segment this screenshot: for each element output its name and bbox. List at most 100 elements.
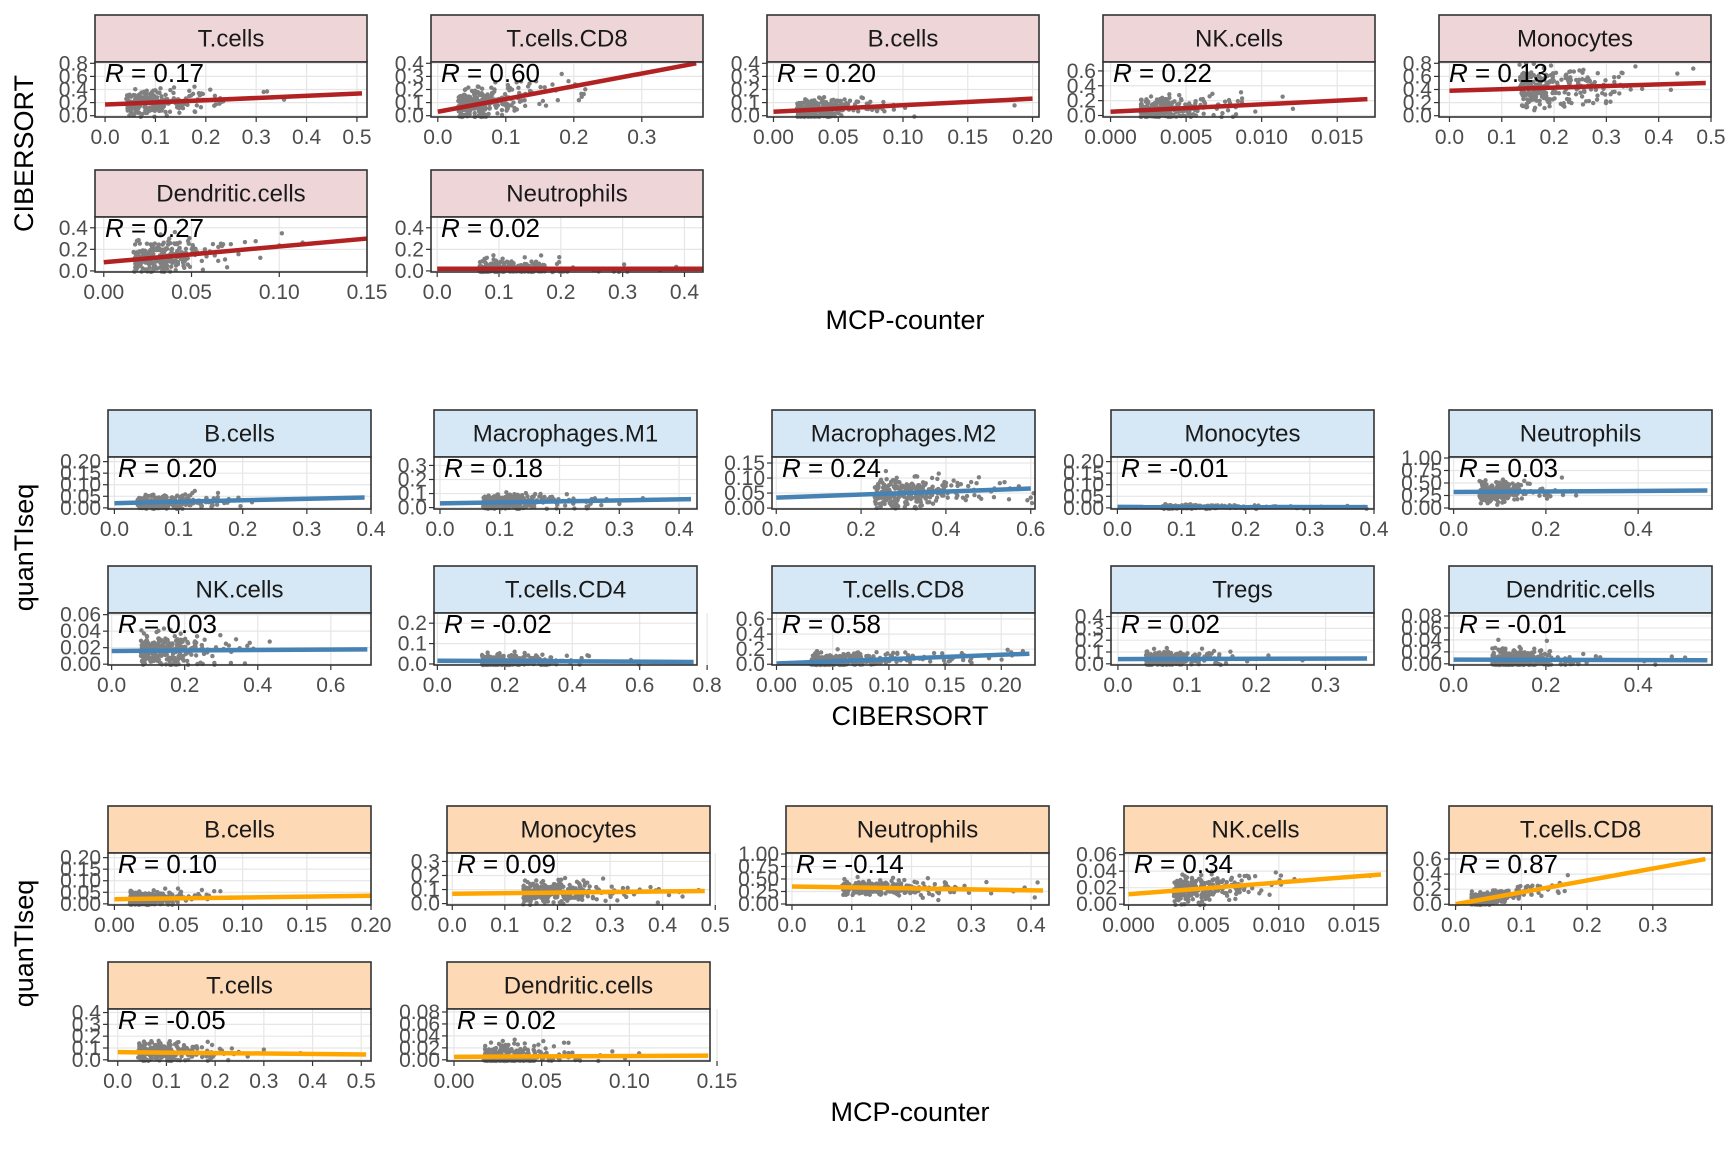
- correlation-label: R = 0.03: [118, 609, 217, 639]
- data-point: [540, 652, 545, 657]
- data-point: [855, 109, 861, 114]
- x-tick-label: 0.8: [693, 674, 722, 697]
- y-tick-label: 0.0: [1067, 105, 1096, 128]
- y-tick-label: 0.10: [60, 474, 101, 497]
- x-tick-label: 0.1: [164, 518, 193, 541]
- y-tick-label: 0.3: [398, 454, 427, 477]
- data-point: [1580, 102, 1586, 107]
- data-point: [458, 101, 464, 106]
- data-point: [859, 95, 864, 100]
- data-point: [495, 111, 500, 116]
- data-point: [177, 110, 182, 115]
- data-point: [1573, 92, 1579, 97]
- x-tick-label: 0.0: [1439, 674, 1468, 697]
- x-tick-label: 0.05: [812, 674, 853, 697]
- x-tick-label: 0.3: [292, 518, 321, 541]
- data-point: [1612, 89, 1617, 95]
- y-tick-label: 0.2: [59, 92, 88, 115]
- data-point: [1628, 87, 1633, 92]
- x-tick-label: 0.5: [1696, 126, 1725, 149]
- data-point: [919, 485, 925, 491]
- data-point: [505, 504, 511, 509]
- data-point: [1603, 78, 1608, 83]
- data-point: [1565, 78, 1571, 83]
- data-point: [1531, 72, 1536, 78]
- data-point: [502, 261, 507, 267]
- data-point: [884, 477, 889, 482]
- data-point: [190, 244, 196, 249]
- data-point: [1193, 101, 1198, 106]
- data-point: [1517, 644, 1522, 650]
- y-tick-label: 0.2: [395, 79, 424, 102]
- data-point: [149, 492, 155, 498]
- data-point: [133, 261, 139, 266]
- data-point: [885, 651, 890, 656]
- y-tick-label: 0.4: [1075, 606, 1105, 629]
- data-point: [522, 97, 527, 103]
- data-point: [1555, 80, 1560, 85]
- data-point: [480, 109, 485, 114]
- data-point: [1198, 97, 1204, 102]
- y-tick-label: 0.15: [1063, 462, 1104, 485]
- x-tick-label: 0.00: [756, 674, 797, 697]
- data-point: [199, 91, 204, 96]
- x-tick-label: 0.0: [1103, 518, 1132, 541]
- y-tick-label: 0.2: [59, 238, 88, 261]
- data-point: [172, 229, 178, 235]
- data-point: [522, 103, 528, 109]
- facet-strip-label: Monocytes: [1184, 421, 1300, 448]
- data-point: [562, 503, 568, 508]
- data-point: [963, 497, 968, 503]
- data-point: [143, 657, 148, 662]
- data-point: [505, 492, 510, 498]
- data-point: [215, 490, 221, 496]
- data-point: [559, 71, 564, 77]
- data-point: [469, 98, 475, 103]
- data-point: [1499, 495, 1504, 500]
- data-point: [1012, 103, 1017, 108]
- data-point: [472, 110, 477, 116]
- data-point: [161, 104, 167, 109]
- data-point: [160, 242, 165, 247]
- x-tick-label: 0.2: [170, 674, 199, 697]
- data-point: [1226, 97, 1232, 103]
- data-point: [542, 85, 547, 90]
- x-tick-label: 0.4: [1644, 126, 1674, 149]
- x-tick-label: 0.0: [762, 518, 791, 541]
- data-point: [1559, 475, 1565, 480]
- data-point: [509, 262, 515, 268]
- data-point: [529, 259, 534, 264]
- data-point: [877, 501, 882, 507]
- data-point: [1580, 77, 1585, 82]
- data-point: [1147, 111, 1153, 117]
- data-point: [885, 485, 890, 490]
- data-point: [814, 649, 820, 654]
- data-point: [493, 80, 498, 85]
- x-tick-label: 0.2: [191, 126, 220, 149]
- data-point: [495, 652, 500, 657]
- data-point: [920, 480, 926, 485]
- data-point: [509, 103, 514, 108]
- data-point: [1220, 110, 1225, 116]
- facet-strip-label: Monocytes: [1517, 26, 1633, 53]
- data-point: [1139, 112, 1145, 117]
- data-point: [1490, 653, 1495, 658]
- data-point: [905, 496, 910, 501]
- data-point: [486, 111, 491, 117]
- data-point: [1228, 649, 1233, 654]
- data-point: [1553, 90, 1558, 96]
- x-tick-label: 0.4: [670, 281, 700, 304]
- data-point: [967, 658, 973, 664]
- data-point: [149, 244, 155, 250]
- data-point: [564, 492, 570, 497]
- facet-panel: Macrophages.M20.000.050.100.150.0 0.2 0.4 0…: [724, 409, 1045, 541]
- data-point: [472, 106, 477, 111]
- data-point: [505, 106, 510, 111]
- data-point: [845, 101, 851, 107]
- data-point: [171, 90, 176, 96]
- regression-line: [439, 496, 692, 506]
- regression-line: [437, 658, 694, 665]
- data-point: [187, 88, 192, 93]
